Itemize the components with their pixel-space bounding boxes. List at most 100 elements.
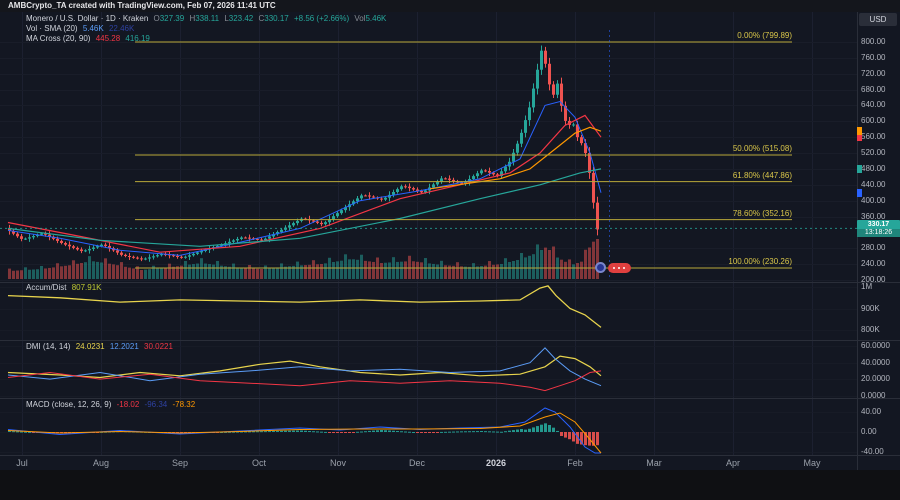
macd-histogram-bar: [492, 431, 495, 433]
volume-bar: [108, 263, 111, 279]
candle-body: [256, 238, 259, 240]
volume-bar: [312, 260, 315, 279]
series-line: [429, 126, 602, 190]
macd-histogram-bar: [396, 431, 399, 432]
macd-histogram-bar: [344, 432, 347, 433]
macd-histogram-bar: [488, 431, 491, 433]
macd-histogram-bar: [308, 430, 311, 432]
volume-sma-value-2: 22.46K: [108, 24, 135, 33]
volume-bar: [388, 262, 391, 279]
macd-histogram-bar: [20, 431, 23, 433]
macd-histogram-bar: [364, 431, 367, 433]
macd-histogram-bar: [448, 431, 451, 433]
volume-bar: [212, 264, 215, 279]
macd-histogram-bar: [220, 432, 223, 433]
candle-body: [340, 210, 343, 214]
close-value: 330.17: [264, 14, 289, 23]
volume-bar: [464, 266, 467, 279]
macd-histogram-bar: [368, 430, 371, 432]
macd-histogram-bar: [428, 432, 431, 433]
volume-bar: [404, 261, 407, 279]
macd-histogram-bar: [276, 430, 279, 432]
macd-histogram-bar: [316, 431, 319, 433]
volume-bar: [224, 266, 227, 279]
volume-bar: [500, 264, 503, 279]
price-tick: 760.00: [861, 53, 886, 62]
macd-histogram-bar: [340, 432, 343, 433]
candle-body: [56, 238, 59, 241]
candle-body: [264, 238, 267, 241]
macd-legend-row[interactable]: MACD (close, 12, 26, 9) -18.02 -96.34 -7…: [26, 400, 198, 410]
price-tick: 200.00: [861, 275, 886, 284]
pane-tick: 900K: [861, 304, 880, 313]
accdist-legend-row[interactable]: Accum/Dist 807.91K: [26, 283, 105, 293]
volume-bar: [24, 267, 27, 279]
volume-bar: [508, 262, 511, 279]
volume-bar: [364, 260, 367, 279]
pane-tick: 1M: [861, 282, 873, 291]
volume-bar: [152, 265, 155, 279]
candle-body: [148, 257, 151, 259]
series-line: [7, 370, 602, 392]
macd-histogram-bar: [236, 431, 239, 433]
macd-signal-value: -78.32: [172, 400, 196, 409]
candle-body: [328, 219, 331, 223]
candle-body: [408, 186, 411, 189]
volume-bar: [408, 255, 411, 279]
candle-body: [556, 83, 559, 95]
candle-body: [272, 234, 275, 237]
annotation-circle-marker[interactable]: [595, 262, 606, 273]
volume-bar: [16, 270, 19, 279]
macd-histogram-bar: [268, 431, 271, 433]
price-tick: 520.00: [861, 148, 886, 157]
ma-cross-legend-row[interactable]: MA Cross (20, 90) 445.28 416.19: [26, 34, 153, 44]
volume-bar: [300, 265, 303, 279]
pane-tick: -40.00: [861, 447, 884, 456]
dmi-legend-row[interactable]: DMI (14, 14) 24.0231 12.2021 30.0221: [26, 342, 176, 352]
candle-body: [108, 245, 111, 249]
symbol-legend-row[interactable]: Monero / U.S. Dollar · 1D · Kraken O327.…: [26, 14, 389, 24]
macd-histogram-bar: [472, 431, 475, 433]
candle-body: [12, 231, 15, 234]
candle-body: [364, 195, 367, 197]
time-label: Dec: [408, 458, 426, 468]
volume-bar: [344, 254, 347, 279]
price-axis[interactable]: 800.00 760.00 720.00 680.00 640.00 600.00 560.…: [857, 12, 900, 470]
macd-histogram-bar: [520, 429, 523, 432]
volume-bar: [320, 264, 323, 279]
volume-sma-legend-row[interactable]: Vol · SMA (20) 5.46K 22.46K: [26, 24, 137, 34]
low-label: L: [224, 14, 229, 23]
candle-body: [36, 234, 39, 237]
macd-hist-value: -18.02: [116, 400, 140, 409]
volume-bar: [528, 255, 531, 279]
annotation-badge[interactable]: [608, 263, 631, 273]
volume-bar: [84, 262, 87, 279]
pane-tick: 20.0000: [861, 374, 890, 383]
macd-histogram-bar: [432, 432, 435, 433]
candle-body: [584, 143, 587, 154]
volume-bar: [76, 263, 79, 279]
volume-label: Vol: [354, 14, 366, 23]
ma-price-marker: [857, 164, 862, 173]
time-axis[interactable]: Jul Aug Sep Oct Nov Dec 2026 Feb Mar Apr May: [0, 455, 857, 470]
ma-price-marker: [857, 188, 862, 197]
macd-histogram-bar: [584, 432, 587, 446]
chart-canvas[interactable]: [0, 0, 900, 470]
volume-bar: [372, 261, 375, 279]
macd-histogram-bar: [400, 431, 403, 433]
volume-bar: [352, 259, 355, 279]
volume-bar: [188, 264, 191, 279]
candle-body: [260, 239, 263, 241]
volume-bar: [40, 266, 43, 279]
macd-histogram-bar: [532, 427, 535, 432]
macd-histogram-bar: [336, 432, 339, 433]
macd-line-value: -96.34: [144, 400, 168, 409]
currency-toggle-button[interactable]: USD: [859, 13, 897, 26]
volume-bar: [156, 268, 159, 279]
candle-body: [268, 236, 271, 239]
volume-value: 5.46K: [365, 14, 387, 23]
candle-body: [368, 195, 371, 197]
volume-bar: [384, 262, 387, 279]
volume-bar: [488, 261, 491, 279]
